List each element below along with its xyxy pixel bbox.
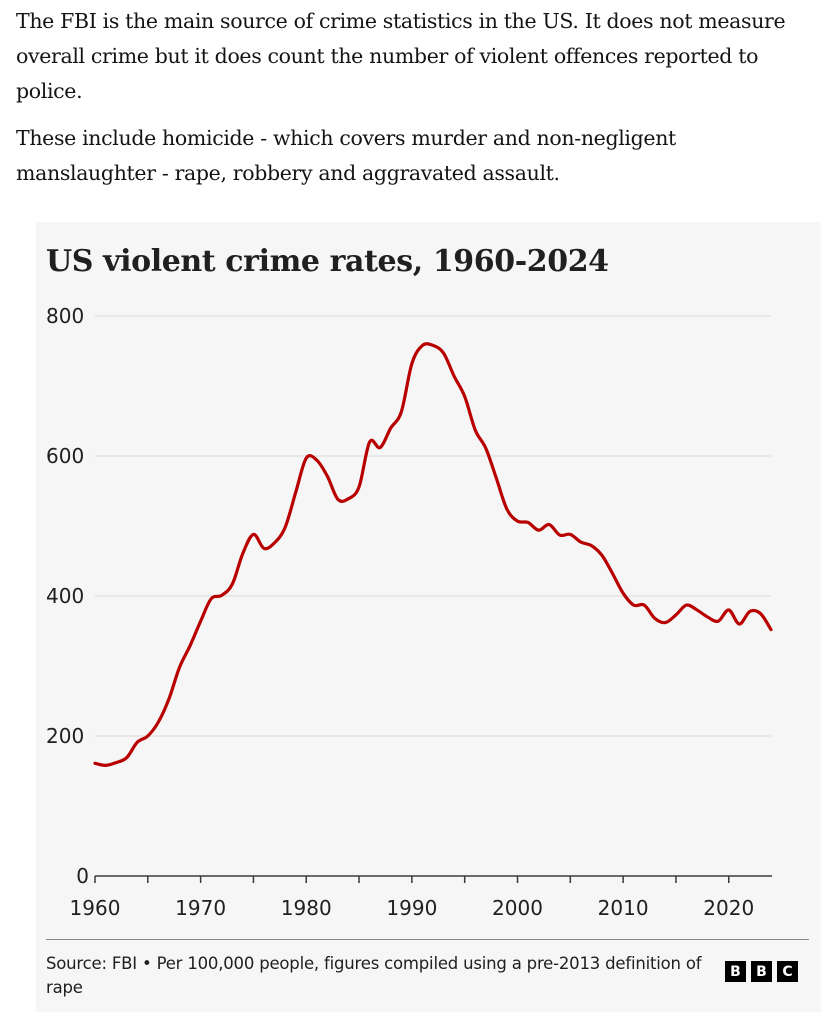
bbc-logo: B B C xyxy=(725,961,798,982)
y-tick-label: 200 xyxy=(46,724,84,748)
x-tick-label: 1970 xyxy=(175,896,226,920)
chart-title: US violent crime rates, 1960-2024 xyxy=(46,244,609,279)
x-axis: 1960 1970 1980 1990 2000 2010 2020 xyxy=(70,875,772,920)
series-group xyxy=(93,342,773,767)
footer-divider xyxy=(46,939,809,940)
x-tick-label: 1980 xyxy=(281,896,332,920)
x-tick-label: 1990 xyxy=(386,896,437,920)
x-tick-label: 1960 xyxy=(70,896,121,920)
y-tick-label: 400 xyxy=(46,584,84,608)
intro-paragraph-1: The FBI is the main source of crime stat… xyxy=(16,9,786,103)
y-axis: 0 200 400 600 800 xyxy=(46,304,89,888)
y-tick-label: 0 xyxy=(76,864,89,888)
x-tick-label: 2000 xyxy=(492,896,543,920)
y-tick-label: 800 xyxy=(46,304,84,328)
gridlines xyxy=(95,315,771,737)
source-note: Source: FBI • Per 100,000 people, figure… xyxy=(46,954,702,997)
x-tick-label: 2020 xyxy=(703,896,754,920)
series-line-violent-crime-rate xyxy=(93,342,773,767)
intro-text: The FBI is the main source of crime stat… xyxy=(16,4,816,203)
bbc-logo-letter: C xyxy=(777,961,798,982)
chart-panel: US violent crime rates, 1960-2024 0 200 40… xyxy=(36,222,821,1012)
bbc-logo-letter: B xyxy=(725,961,746,982)
bbc-logo-letter: B xyxy=(751,961,772,982)
y-tick-label: 600 xyxy=(46,444,84,468)
line-chart: 0 200 400 600 800 1960 1970 1980 1990 2000 2010 20… xyxy=(46,304,773,920)
intro-paragraph-2: These include homicide - which covers mu… xyxy=(16,126,676,185)
x-tick-label: 2010 xyxy=(598,896,649,920)
